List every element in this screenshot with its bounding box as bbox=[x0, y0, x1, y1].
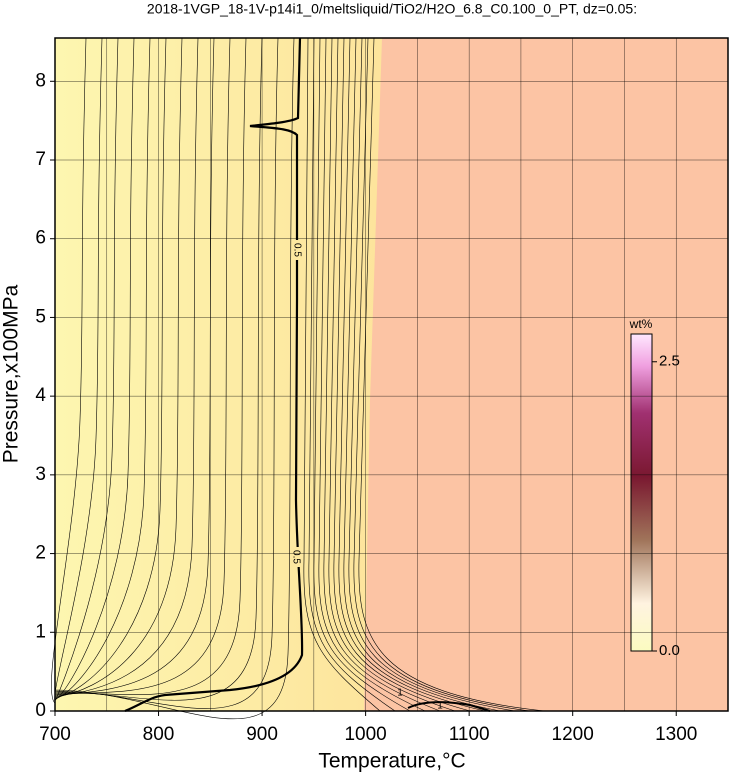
contour-line bbox=[343, 37, 501, 712]
contour-label: 0.5 bbox=[290, 550, 301, 564]
contour-label-bg bbox=[291, 547, 301, 567]
x-tick-label: 1200 bbox=[552, 724, 594, 745]
background-low bbox=[55, 38, 382, 711]
contour-line bbox=[54, 37, 103, 703]
contour-line bbox=[54, 37, 135, 701]
contour-line bbox=[353, 37, 531, 712]
y-tick-label: 7 bbox=[35, 149, 46, 170]
x-tick-label: 1300 bbox=[655, 724, 697, 745]
contour-line bbox=[54, 37, 247, 695]
contour-line bbox=[54, 37, 167, 699]
contours: 0.5 0.5 1 1 bbox=[51, 37, 546, 720]
contour-line bbox=[358, 37, 546, 712]
colorbar-tick-label: 0.0 bbox=[659, 642, 680, 659]
colorbar-tick-label: 2.5 bbox=[659, 353, 680, 370]
contour-label: 0.5 bbox=[291, 243, 302, 257]
chart-title: 2018-1VGP_18-1V-p14i1_0/meltsliquid/TiO2… bbox=[147, 1, 637, 17]
contour-line bbox=[338, 37, 486, 712]
y-tick-label: 5 bbox=[35, 306, 46, 327]
y-tick-label: 3 bbox=[35, 464, 46, 485]
contour-line bbox=[328, 37, 456, 712]
x-tick-label: 1000 bbox=[344, 724, 386, 745]
contour-line bbox=[54, 37, 263, 701]
contour-line bbox=[323, 37, 441, 712]
y-tick-label: 4 bbox=[35, 385, 46, 406]
colorbar bbox=[630, 333, 653, 652]
plot-area: 0.5 0.5 1 1 bbox=[51, 37, 728, 720]
contour-line bbox=[54, 37, 279, 709]
x-tick-label: 800 bbox=[143, 724, 175, 745]
contour-line bbox=[333, 37, 471, 712]
y-tick-label: 1 bbox=[35, 621, 46, 642]
contour-line bbox=[318, 37, 426, 712]
contour-line bbox=[51, 37, 87, 704]
y-axis-label: Pressure,x100MPa bbox=[0, 284, 23, 463]
contour-line bbox=[348, 37, 516, 712]
contour-label: 1 bbox=[437, 701, 443, 712]
contour-line bbox=[54, 37, 151, 700]
contour-line bbox=[54, 37, 199, 697]
y-tick-label: 8 bbox=[35, 70, 46, 91]
contour-line bbox=[54, 37, 119, 702]
x-tick-label: 1100 bbox=[449, 724, 490, 745]
x-tick-label: 700 bbox=[39, 724, 71, 745]
contour-line bbox=[303, 37, 381, 712]
y-tick-label: 2 bbox=[35, 543, 46, 564]
contour-line bbox=[54, 37, 183, 698]
x-tick-label: 900 bbox=[246, 724, 278, 745]
plot-frame bbox=[54, 37, 729, 712]
contour-line bbox=[308, 37, 396, 712]
contour-line bbox=[54, 37, 215, 696]
contour-label: 1 bbox=[397, 688, 403, 699]
x-axis-label: Temperature,°C bbox=[318, 750, 465, 773]
contour-line-main bbox=[407, 701, 491, 712]
contour-line bbox=[54, 37, 295, 720]
contour-line bbox=[54, 37, 231, 695]
y-tick-label: 6 bbox=[35, 228, 46, 249]
y-tick-label: 0 bbox=[35, 700, 46, 721]
contour-line-main bbox=[124, 37, 304, 713]
colorbar-label: wt% bbox=[629, 317, 653, 331]
contour-label-bg bbox=[292, 240, 302, 260]
